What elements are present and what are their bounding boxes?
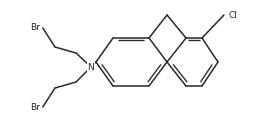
Text: Cl: Cl	[228, 10, 238, 19]
Text: N: N	[88, 63, 94, 71]
Text: Br: Br	[30, 23, 40, 33]
Text: Br: Br	[30, 103, 40, 112]
